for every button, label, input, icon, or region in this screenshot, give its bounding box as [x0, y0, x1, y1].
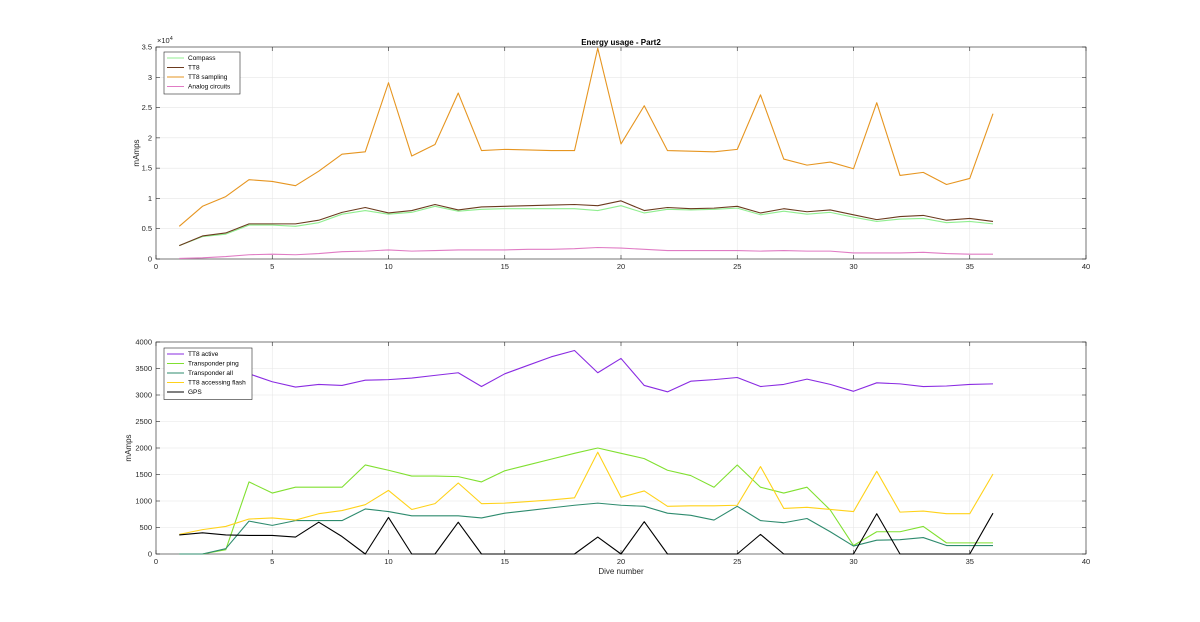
legend-entry: Transponder all — [188, 370, 233, 377]
series-line-compass — [179, 205, 994, 247]
series-line-tt8-sampling — [178, 47, 994, 227]
x-tick-label: 20 — [617, 557, 625, 566]
x-tick-label: 40 — [1082, 557, 1090, 566]
axes-energy-detail: 0 5 10 15 20 25 30 35 40 0 500 1000 1500 2000 2500 3000… — [124, 338, 1090, 577]
x-axis-label: Dive number — [598, 567, 644, 576]
legend-entry: Analog circuits — [188, 84, 231, 91]
x-tick-label: 30 — [849, 557, 857, 566]
legend-entry: Compass — [188, 55, 216, 62]
legend-entry: TT8 active — [188, 351, 219, 358]
x-tick-label: 10 — [384, 557, 392, 566]
series-line-tt8-active — [179, 349, 994, 399]
y-tick-label: 0.5 — [142, 224, 152, 233]
y-tick-label: 1000 — [135, 497, 152, 506]
y-tick-label: 2 — [148, 133, 152, 142]
chart-title: Energy usage - Part2 — [581, 38, 661, 47]
legend-entry: GPS — [188, 389, 202, 396]
x-tick-label: 15 — [501, 557, 509, 566]
y-tick-label: 3500 — [135, 364, 152, 373]
y-tick-label: 3.5 — [142, 43, 152, 52]
legend-entry: TT8 accessing flash — [188, 380, 246, 387]
y-axis-label: mAmps — [124, 434, 133, 461]
series-line-transponder-all — [179, 502, 993, 555]
x-tick-label: 10 — [384, 262, 392, 271]
legend-entry: TT8 sampling — [188, 74, 228, 81]
y-tick-label: 1.5 — [142, 164, 152, 173]
y-axis-label: mAmps — [132, 139, 141, 166]
y-tick-label: 0 — [148, 550, 152, 559]
y-tick-label: 4000 — [135, 338, 152, 347]
y-exponent-power: 4 — [170, 36, 173, 42]
series-line-tt8 — [179, 200, 994, 247]
series-line-analog-circuits — [179, 246, 993, 259]
series-line-tt8-accessing-flash — [179, 451, 994, 535]
x-tick-label: 25 — [733, 262, 741, 271]
x-tick-label: 0 — [154, 557, 158, 566]
y-tick-label: 2.5 — [142, 103, 152, 112]
y-tick-label: 0 — [148, 255, 152, 264]
series-line-gps — [179, 512, 994, 555]
y-tick-label: 2000 — [135, 444, 152, 453]
x-tick-label: 5 — [270, 262, 274, 271]
x-tick-label: 5 — [270, 557, 274, 566]
y-exponent-label: ×104 — [157, 36, 173, 45]
legend-entry: Transponder ping — [188, 361, 239, 368]
x-tick-label: 40 — [1082, 262, 1090, 271]
x-tick-label: 35 — [966, 557, 974, 566]
y-tick-label: 1 — [148, 194, 152, 203]
x-tick-label: 20 — [617, 262, 625, 271]
y-tick-label: 3 — [148, 73, 152, 82]
y-tick-label: 2500 — [135, 417, 152, 426]
x-tick-label: 15 — [501, 262, 509, 271]
legend-box — [163, 347, 253, 400]
y-tick-label: 1500 — [135, 470, 152, 479]
x-tick-label: 35 — [966, 262, 974, 271]
legend-entry: TT8 — [188, 65, 200, 72]
x-tick-label: 0 — [154, 262, 158, 271]
x-tick-label: 30 — [849, 262, 857, 271]
series-line-transponder-ping — [179, 447, 993, 555]
x-tick-label: 25 — [733, 557, 741, 566]
axes-energy-part2: 0 5 10 15 20 25 30 35 40 0 0.5 1 1.5 2 2.5 3 3.5 ×104 mAmp… — [132, 36, 1090, 271]
y-tick-label: 500 — [139, 523, 152, 532]
y-tick-label: 3000 — [135, 391, 152, 400]
